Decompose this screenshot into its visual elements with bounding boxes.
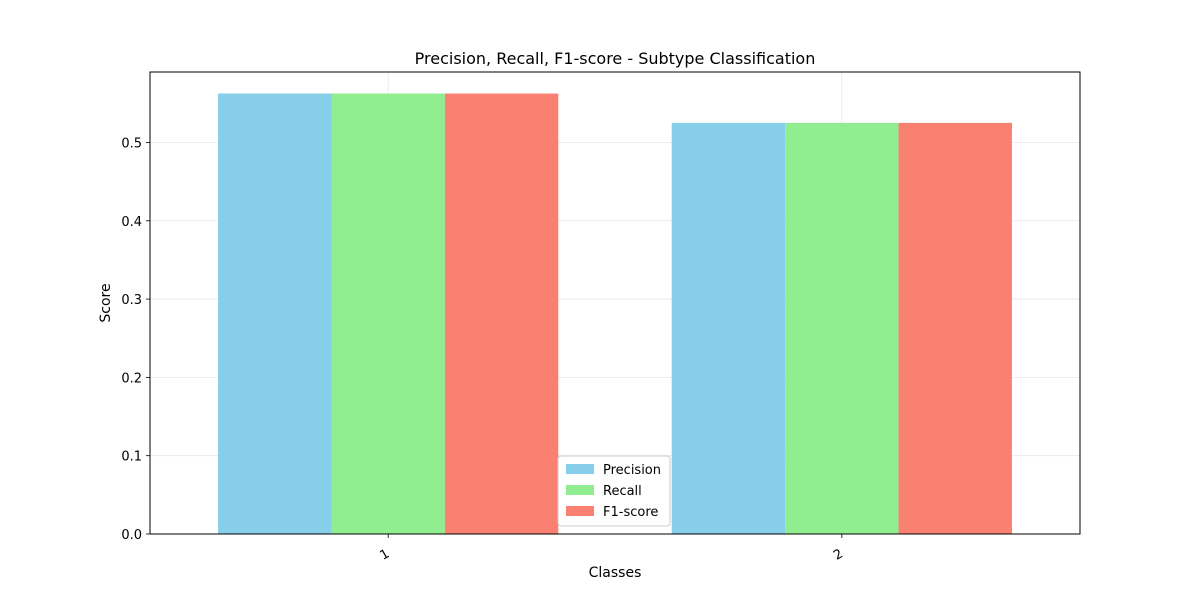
legend: Precision Recall F1-score: [557, 455, 671, 527]
y-tick-label: 0.1: [121, 450, 142, 465]
legend-label-precision: Precision: [603, 463, 661, 478]
y-tick-label: 0.2: [121, 371, 142, 386]
y-tick-label: 0.5: [121, 136, 142, 151]
legend-label-f1-score: F1-score: [603, 505, 658, 520]
chart-title: Precision, Recall, F1-score - Subtype Cl…: [415, 49, 816, 68]
bar-f1-score-class-2: [898, 122, 1012, 534]
x-tick-label: 2: [831, 546, 846, 563]
axes: [146, 71, 1081, 538]
plot-frame: [149, 71, 1081, 535]
legend-label-recall: Recall: [603, 484, 642, 499]
x-axis-label: Classes: [589, 565, 642, 581]
bar-precision-class-2: [671, 122, 786, 534]
y-axis-label: Score: [98, 283, 114, 322]
legend-swatch-f1-score: [566, 506, 594, 516]
y-tick-label: 0.0: [121, 528, 142, 543]
bar-precision-class-1: [218, 93, 332, 534]
y-tick-label: 0.3: [121, 293, 142, 308]
x-tick-label: 1: [377, 546, 392, 563]
legend-swatch-recall: [566, 485, 594, 495]
tick-labels: 0.0 0.1 0.2 0.3 0.4 0.5 1 2: [121, 136, 846, 563]
bar-f1-score-class-1: [444, 93, 559, 534]
bars: [218, 93, 1012, 534]
bar-recall-class-1: [331, 93, 445, 534]
bar-recall-class-2: [785, 122, 899, 534]
y-tick-label: 0.4: [121, 215, 142, 230]
legend-swatch-precision: [566, 464, 594, 474]
